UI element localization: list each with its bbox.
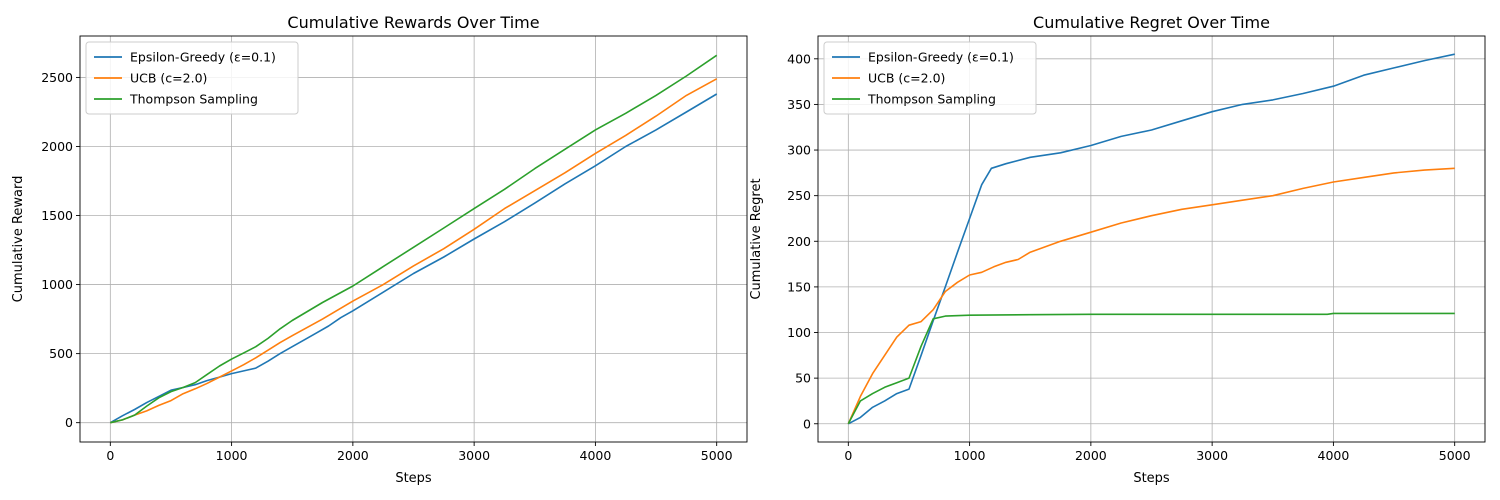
y-tick-label: 50 [795, 371, 811, 386]
series-line-1 [110, 78, 718, 424]
chart-panel-1: 0 1000 2000 3000 4000 5000 0 50 100 150 200 250 300 3… [749, 13, 1486, 486]
series-line-0 [109, 93, 718, 424]
x-tick-label: 3000 [1196, 448, 1228, 463]
y-tick-label: 500 [49, 346, 73, 361]
series-line-0 [847, 53, 1455, 425]
y-tick-label: 250 [787, 188, 811, 203]
x-tick-label: 5000 [1439, 448, 1471, 463]
x-tick-label: 5000 [701, 448, 733, 463]
y-tick-label: 400 [787, 51, 811, 66]
y-tick-label: 100 [787, 325, 811, 340]
y-tick-label: 1500 [41, 208, 73, 223]
y-tick-label: 2500 [41, 70, 73, 85]
y-tick-label: 150 [787, 279, 811, 294]
x-tick-label: 2000 [337, 448, 369, 463]
x-tick-label: 1000 [954, 448, 986, 463]
chart-title: Cumulative Rewards Over Time [287, 13, 539, 32]
y-tick-label: 300 [787, 143, 811, 158]
x-tick-label: 0 [106, 448, 114, 463]
x-tick-label: 0 [844, 448, 852, 463]
legend-box [823, 41, 1037, 115]
series-line-2 [110, 54, 718, 424]
series-line-1 [847, 167, 1455, 425]
legend: Epsilon-Greedy (ε=0.1) UCB (c=2.0) Thompso… [823, 41, 1037, 115]
chart-panel-0: 0 1000 2000 3000 4000 5000 0 500 1000 1500 2000 250… [11, 13, 748, 486]
legend-label-0: Epsilon-Greedy (ε=0.1) [868, 50, 1014, 65]
x-axis-label: Steps [395, 471, 432, 486]
x-tick-label: 4000 [580, 448, 612, 463]
axes-frame [817, 35, 1486, 443]
x-tick-label: 3000 [458, 448, 490, 463]
legend: Epsilon-Greedy (ε=0.1) UCB (c=2.0) Thompso… [85, 41, 299, 115]
y-tick-label: 0 [65, 415, 73, 430]
legend-label-2: Thompson Sampling [129, 92, 258, 107]
legend-label-1: UCB (c=2.0) [130, 71, 207, 86]
legend-label-0: Epsilon-Greedy (ε=0.1) [130, 50, 276, 65]
x-tick-label: 1000 [216, 448, 248, 463]
legend-label-2: Thompson Sampling [867, 92, 996, 107]
chart-title: Cumulative Regret Over Time [1033, 13, 1270, 32]
legend-label-1: UCB (c=2.0) [868, 71, 945, 86]
legend-box [85, 41, 299, 115]
x-axis-label: Steps [1133, 471, 1170, 486]
y-tick-label: 0 [803, 416, 811, 431]
x-tick-label: 2000 [1075, 448, 1107, 463]
y-tick-label: 350 [787, 97, 811, 112]
y-tick-label: 200 [787, 234, 811, 249]
axes-frame [79, 35, 748, 443]
y-axis-label: Cumulative Regret [749, 178, 764, 299]
series-line-2 [847, 312, 1455, 425]
x-tick-label: 4000 [1318, 448, 1350, 463]
y-tick-label: 2000 [41, 139, 73, 154]
y-axis-label: Cumulative Reward [11, 176, 26, 303]
y-tick-label: 1000 [41, 277, 73, 292]
